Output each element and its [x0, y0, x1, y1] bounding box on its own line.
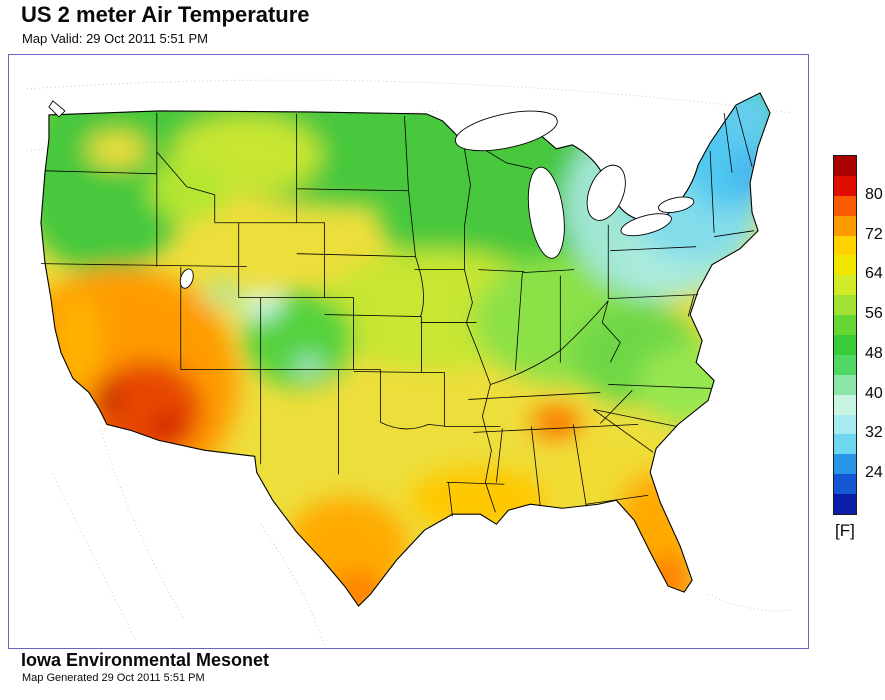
lake-superior: [455, 110, 558, 152]
footer-organization: Iowa Environmental Mesonet: [21, 650, 270, 670]
temperature-colorbar: 80 72 64 56 48 40 32 24: [833, 155, 885, 535]
lake-huron: [586, 164, 626, 221]
colorbar-tick-label: 56: [865, 305, 883, 323]
colorbar-segment: [834, 235, 856, 256]
colorbar-tick-label: 32: [865, 424, 883, 442]
colorbar-segment: [834, 394, 856, 415]
great-lakes: [48, 100, 695, 289]
footer-generated-time: Map Generated 29 Oct 2011 5:51 PM: [22, 672, 205, 684]
lake-erie: [620, 213, 672, 237]
colorbar-segment: [834, 494, 856, 515]
colorbar-segment: [834, 374, 856, 395]
colorbar-tick-label: 80: [865, 185, 883, 203]
colorbar-segment: [834, 474, 856, 495]
map-frame: [8, 54, 809, 649]
colorbar-segment: [834, 315, 856, 336]
vancouver-island-fragment: [48, 100, 66, 118]
colorbar-segment: [834, 454, 856, 475]
colorbar-tick-label: 24: [865, 464, 883, 482]
colorbar-tick-label: 40: [865, 384, 883, 402]
temperature-field: [40, 92, 771, 607]
colorbar-segment: [834, 434, 856, 455]
colorbar-tick-label: 72: [865, 225, 883, 243]
colorbar-tick-labels: 80 72 64 56 48 40 32 24: [865, 155, 885, 513]
graticule-lines: [26, 79, 793, 647]
colorbar-gradient: [833, 155, 857, 515]
colorbar-segment: [834, 255, 856, 276]
state-borders: [40, 106, 755, 517]
colorbar-segment: [834, 354, 856, 375]
page-title: US 2 meter Air Temperature: [21, 2, 310, 27]
colorbar-segment: [834, 414, 856, 435]
lake-michigan: [527, 166, 565, 259]
colorbar-tick-label: 48: [865, 344, 883, 362]
colorbar-tick-label: 64: [865, 265, 883, 283]
lake-ontario: [658, 196, 695, 213]
colorbar-segment: [834, 175, 856, 196]
colorbar-segment: [834, 195, 856, 216]
us-temperature-map: [26, 79, 793, 647]
map-valid-time: Map Valid: 29 Oct 2011 5:51 PM: [22, 31, 208, 46]
colorbar-segment: [834, 156, 856, 176]
colorbar-unit-label: [F]: [835, 521, 855, 540]
colorbar-segment: [834, 275, 856, 296]
great-salt-lake: [179, 268, 194, 289]
colorbar-segment: [834, 295, 856, 316]
colorbar-segment: [834, 335, 856, 355]
colorbar-segment: [834, 215, 856, 236]
